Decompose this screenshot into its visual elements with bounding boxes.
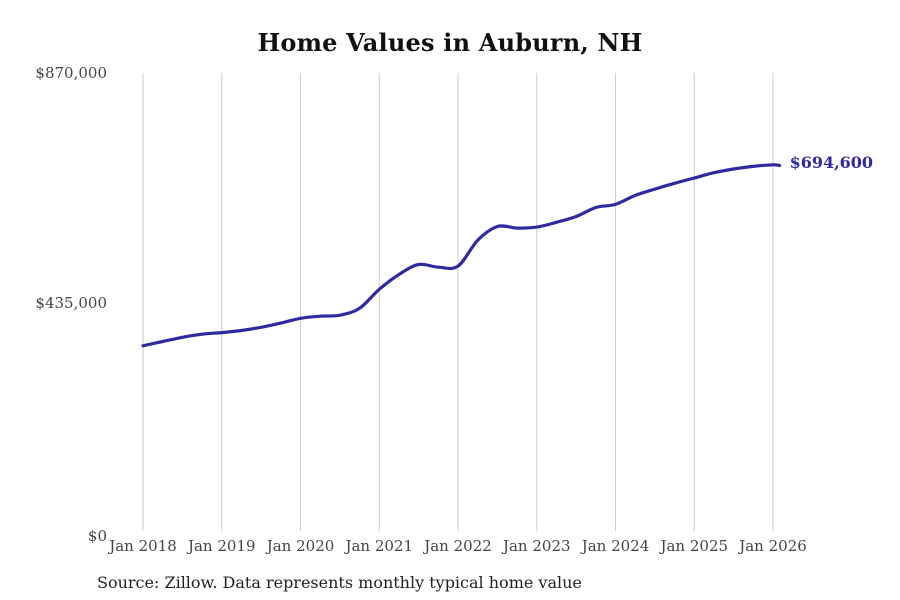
x-axis-label-jan-2018: Jan 2018 bbox=[109, 537, 177, 555]
end-value-label: $694,600 bbox=[789, 152, 874, 172]
y-axis-label-2: $870,000 bbox=[35, 64, 107, 82]
y-axis-label-1: $435,000 bbox=[35, 293, 107, 312]
source-note: Source: Zillow. Data represents monthly … bbox=[97, 573, 582, 592]
home-value-line bbox=[141, 163, 782, 348]
x-axis-label-jan-2024: Jan 2024 bbox=[581, 537, 650, 555]
x-axis-label-jan-2022: Jan 2022 bbox=[424, 537, 492, 555]
gridlines-group bbox=[142, 73, 774, 531]
x-axis-label-jan-2026: Jan 2026 bbox=[739, 537, 807, 555]
x-axis-label-jan-2019: Jan 2019 bbox=[187, 537, 256, 555]
x-axis-label-jan-2023: Jan 2023 bbox=[502, 537, 571, 555]
chart-title: Home Values in Auburn, NH bbox=[257, 28, 643, 57]
x-axis-label-jan-2021: Jan 2021 bbox=[345, 537, 414, 555]
x-axis-label-jan-2020: Jan 2020 bbox=[266, 537, 335, 555]
x-axis-label-jan-2025: Jan 2025 bbox=[660, 537, 729, 555]
y-axis-label-0: $0 bbox=[87, 527, 107, 545]
